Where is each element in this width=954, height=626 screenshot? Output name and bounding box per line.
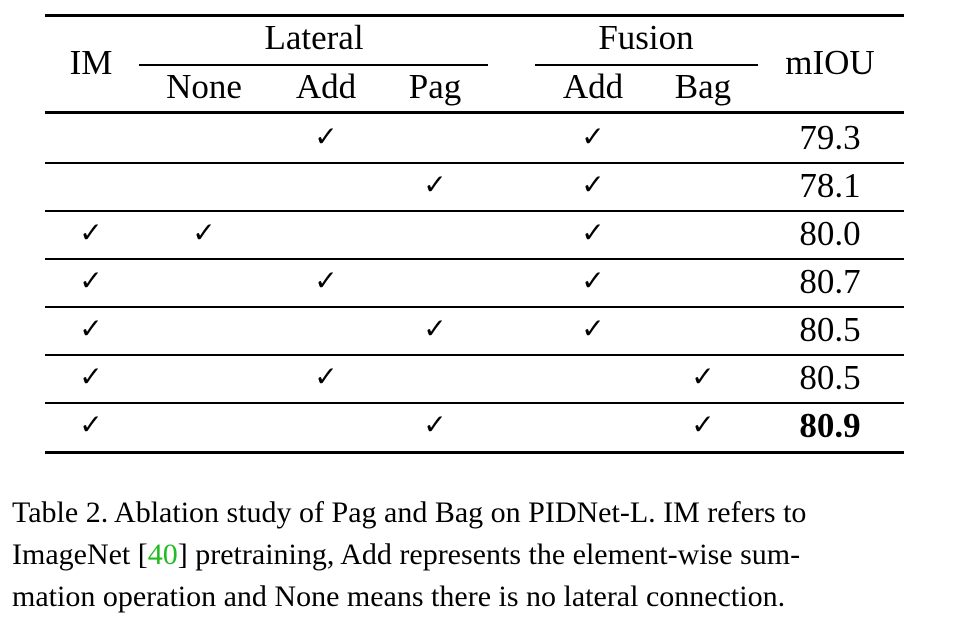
caption-line-1: Table 2. Ablation study of Pag and Bag o…: [12, 496, 807, 529]
check-icon: ✓: [581, 264, 605, 297]
header-lateral: Lateral: [264, 18, 364, 57]
row-rule: [45, 402, 904, 404]
ablation-table: IM Lateral Fusion mIOU None Add Pag Add …: [45, 14, 904, 454]
top-rule: [45, 14, 904, 17]
miou-value: 78.1: [799, 166, 861, 205]
caption-line-2: ImageNet [40] pretraining, Add represent…: [12, 534, 942, 576]
header-im: IM: [69, 43, 113, 82]
row-rule: [45, 210, 904, 212]
row-rule: [45, 162, 904, 164]
check-icon: ✓: [314, 360, 338, 393]
check-icon: ✓: [79, 264, 103, 297]
check-icon: ✓: [691, 408, 715, 441]
check-icon: ✓: [423, 408, 447, 441]
bottom-rule: [45, 451, 904, 454]
header-rule: [45, 111, 904, 114]
miou-value: 80.7: [799, 262, 861, 301]
header-lateral-pag: Pag: [408, 67, 462, 106]
check-icon: ✓: [79, 408, 103, 441]
check-icon: ✓: [581, 120, 605, 153]
check-icon: ✓: [581, 312, 605, 345]
row-rule: [45, 258, 904, 260]
check-icon: ✓: [79, 216, 103, 249]
check-icon: ✓: [423, 168, 447, 201]
header-miou: mIOU: [785, 43, 875, 82]
check-icon: ✓: [581, 168, 605, 201]
header-fusion: Fusion: [598, 18, 694, 57]
check-icon: ✓: [79, 360, 103, 393]
miou-value: 80.9: [799, 406, 861, 445]
miou-value: 79.3: [799, 118, 861, 157]
caption-text: ImageNet [: [12, 538, 148, 571]
check-icon: ✓: [79, 312, 103, 345]
check-icon: ✓: [192, 216, 216, 249]
check-icon: ✓: [314, 120, 338, 153]
caption-text: ] pretraining, Add represents the elemen…: [177, 538, 801, 571]
check-icon: ✓: [423, 312, 447, 345]
miou-value: 80.0: [799, 214, 861, 253]
fusion-group-rule: [535, 64, 758, 66]
citation-link[interactable]: 40: [147, 538, 178, 571]
row-rule: [45, 306, 904, 308]
header-fusion-add: Add: [562, 67, 624, 106]
caption-line-3: mation operation and None means there is…: [12, 580, 786, 613]
check-icon: ✓: [691, 360, 715, 393]
miou-value: 80.5: [799, 358, 861, 397]
table-caption: Table 2. Ablation study of Pag and Bag o…: [12, 492, 942, 618]
header-fusion-bag: Bag: [674, 67, 732, 106]
check-icon: ✓: [581, 216, 605, 249]
header-lateral-add: Add: [295, 67, 357, 106]
check-icon: ✓: [314, 264, 338, 297]
row-rule: [45, 354, 904, 356]
miou-value: 80.5: [799, 310, 861, 349]
header-lateral-none: None: [166, 67, 242, 106]
lateral-group-rule: [139, 64, 488, 66]
